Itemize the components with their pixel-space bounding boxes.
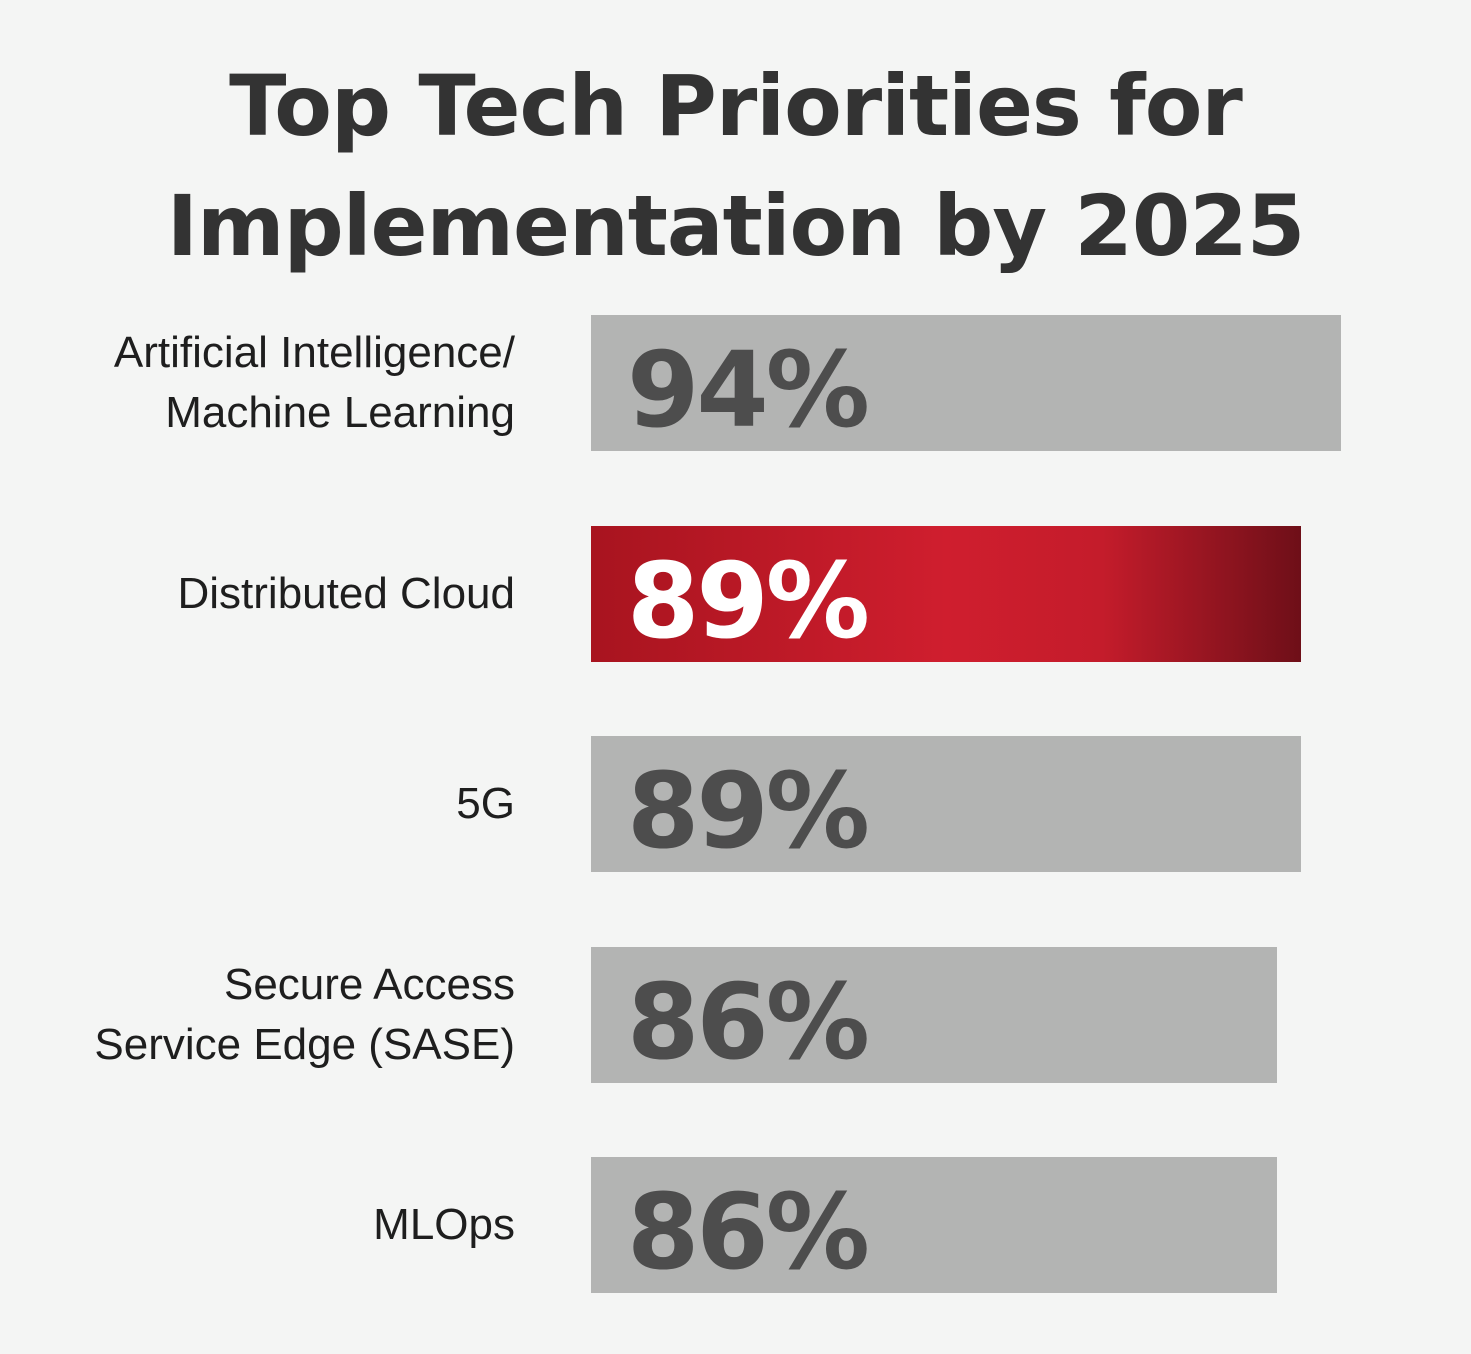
value-label-distributed-cloud: 89% (627, 539, 870, 662)
category-label-distributed-cloud: Distributed Cloud (177, 568, 516, 618)
chart-title-line-2: Implementation by 2025 (166, 177, 1305, 275)
chart-title-line-1: Top Tech Priorities for (229, 57, 1243, 155)
category-label-mlops: MLOps (373, 1200, 515, 1249)
bar-distributed-cloud: 89% (591, 525, 1301, 662)
category-label-5g: 5G (456, 779, 515, 828)
bar-artificial-intelligence-machine-learning: 94% (591, 315, 1341, 451)
value-label-secure-access-service-edge-sase: 86% (627, 960, 870, 1083)
bar-5g: 89% (591, 736, 1301, 872)
category-label-artificial-intelligence-machine-learning: Artificial Intelligence/ Machine Learnin… (113, 328, 515, 437)
value-label-artificial-intelligence-machine-learning: 94% (627, 329, 870, 451)
value-label-mlops: 86% (627, 1171, 870, 1293)
bar-mlops: 86% (591, 1157, 1277, 1293)
value-label-5g: 89% (627, 750, 870, 872)
category-label-secure-access-service-edge-sase: Secure Access Service Edge (SASE) (94, 959, 515, 1069)
chart-title: Top Tech Priorities for Implementation b… (0, 46, 1471, 286)
bar-secure-access-service-edge-sase: 86% (591, 946, 1277, 1083)
